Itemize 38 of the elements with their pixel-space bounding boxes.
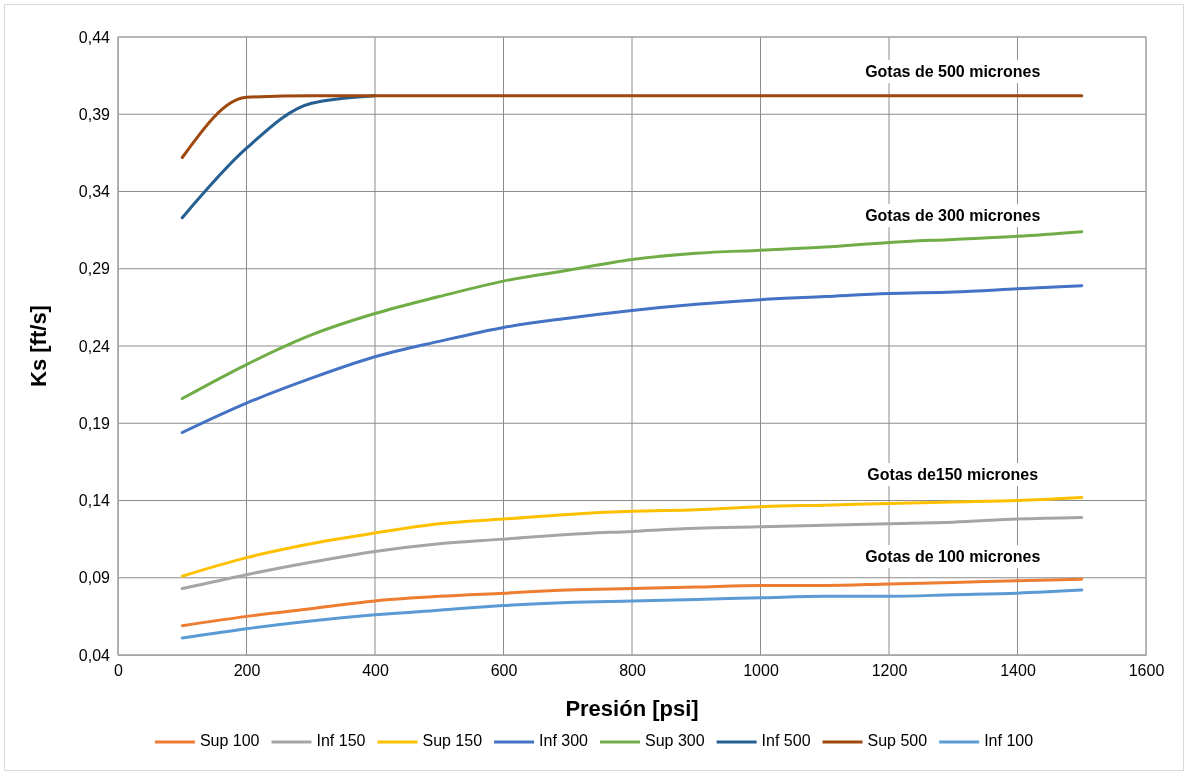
x-tick-label: 1600: [1128, 662, 1165, 680]
x-tick-label: 1200: [871, 662, 908, 680]
y-tick-label: 0,19: [78, 414, 111, 432]
x-tick-label: 400: [362, 662, 389, 680]
annotation: Gotas de 300 micrones: [865, 207, 1041, 225]
legend-label: Sup 150: [422, 732, 483, 750]
x-tick-label: 0: [114, 662, 124, 680]
legend-label: Inf 500: [761, 732, 811, 750]
y-tick-label: 0,34: [78, 183, 111, 201]
y-tick-label: 0,09: [78, 569, 111, 587]
legend-label: Sup 500: [867, 732, 928, 750]
legend-label: Sup 100: [199, 732, 260, 750]
x-tick-label: 200: [233, 662, 261, 680]
line-series: [180, 516, 1084, 591]
x-axis-title: Presión [psi]: [565, 696, 699, 721]
line-series: [180, 495, 1084, 578]
x-tick-label: 1400: [1000, 662, 1036, 680]
x-tick-label: 600: [490, 662, 518, 680]
legend-label: Inf 300: [539, 732, 589, 750]
line-series: [180, 588, 1084, 640]
line-series: [180, 284, 1084, 435]
annotation: Gotas de 100 micrones: [865, 548, 1041, 566]
line-series: [180, 230, 1084, 401]
y-tick-label: 0,29: [78, 260, 111, 278]
line-series: [180, 577, 1084, 628]
y-tick-label: 0,39: [78, 105, 111, 123]
legend-label: Inf 100: [984, 732, 1034, 750]
x-tick-label: 800: [619, 662, 646, 680]
legend-label: Inf 150: [316, 732, 366, 750]
legend-label: Sup 300: [645, 732, 705, 750]
y-tick-label: 0,44: [78, 28, 111, 46]
y-tick-label: 0,24: [78, 337, 111, 355]
y-tick-label: 0,04: [78, 646, 111, 664]
y-tick-label: 0,14: [78, 492, 111, 510]
y-axis-title: Ks [ft/s]: [26, 305, 51, 387]
annotation: Gotas de150 micrones: [867, 466, 1039, 484]
x-tick-label: 1000: [743, 662, 779, 680]
annotation: Gotas de 500 micrones: [865, 63, 1041, 81]
